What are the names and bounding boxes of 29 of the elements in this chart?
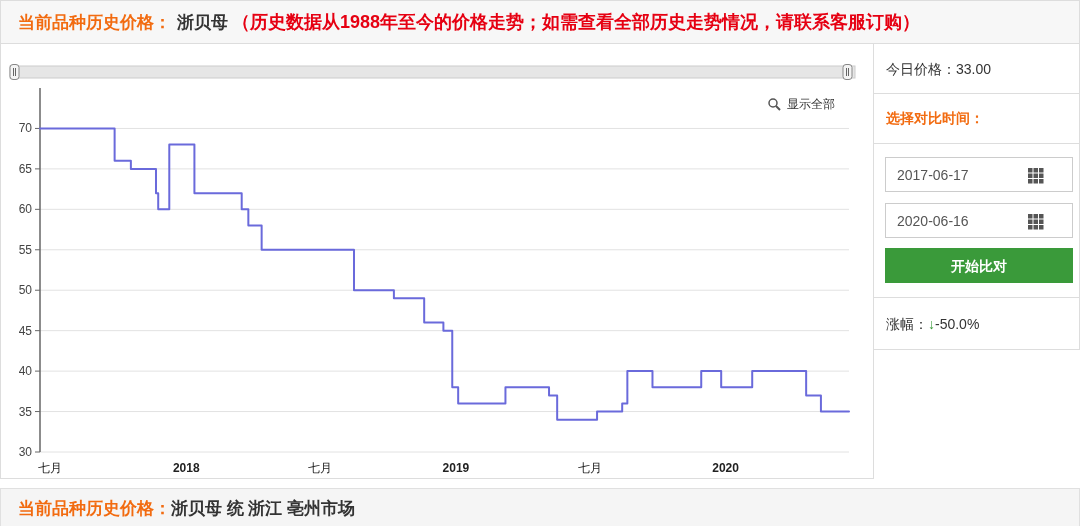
x-tick-label: 七月: [38, 461, 63, 475]
x-tick-label: 七月: [308, 461, 333, 475]
chart-title: 当前品种历史价格：: [18, 12, 171, 32]
y-tick-label: 65: [18, 161, 33, 176]
text: ↓: [928, 316, 935, 332]
chart-subtitle: 浙贝母: [176, 12, 228, 32]
text: 开始比对: [950, 258, 1007, 274]
text: -50.0%: [935, 316, 980, 332]
y-tick-label: 55: [18, 242, 33, 257]
text: 2020-06-16: [897, 213, 969, 229]
text: 2017-06-17: [897, 167, 969, 183]
y-tick-label: 30: [18, 445, 33, 459]
y-tick-label: 70: [18, 121, 33, 136]
x-tick-label: 七月: [577, 461, 602, 475]
x-tick-label: 2019: [442, 461, 470, 475]
y-tick-label: 40: [18, 364, 33, 379]
text: 涨幅：: [886, 316, 928, 332]
y-tick-label: 35: [18, 404, 33, 419]
text: 浙贝母 统 浙江 亳州市场: [170, 498, 356, 518]
text: （历史数据从1988年至今的价格走势；如需查看全部历史走势情况，请联系客服订购）: [232, 12, 921, 32]
annotation: 显示全部: [787, 97, 835, 111]
text: 选择对比时间：: [885, 110, 984, 126]
text: 当前品种历史价格：: [18, 498, 171, 518]
y-tick-label: 60: [18, 202, 33, 217]
text: 今日价格：33.00: [886, 61, 992, 77]
x-tick-label: 2018: [172, 461, 200, 475]
y-tick-label: 50: [18, 283, 33, 298]
y-tick-label: 45: [18, 323, 33, 338]
x-tick-label: 2020: [712, 461, 740, 475]
